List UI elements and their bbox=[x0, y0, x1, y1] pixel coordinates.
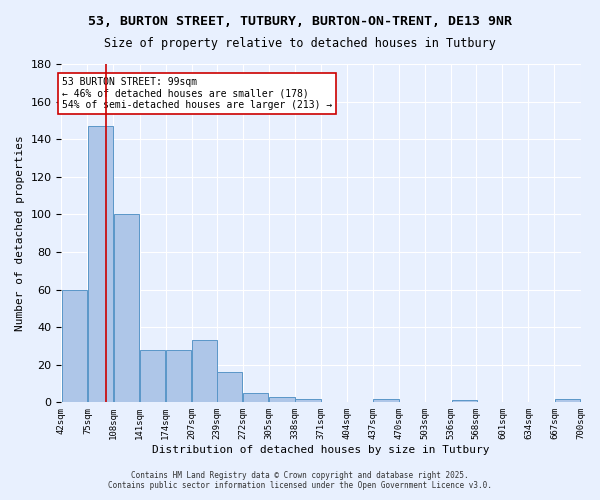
Text: 53, BURTON STREET, TUTBURY, BURTON-ON-TRENT, DE13 9NR: 53, BURTON STREET, TUTBURY, BURTON-ON-TR… bbox=[88, 15, 512, 28]
Bar bbox=[140, 350, 165, 403]
Bar bbox=[269, 396, 295, 402]
Bar bbox=[166, 350, 191, 403]
Bar bbox=[555, 398, 580, 402]
Bar bbox=[373, 398, 398, 402]
Text: 53 BURTON STREET: 99sqm
← 46% of detached houses are smaller (178)
54% of semi-d: 53 BURTON STREET: 99sqm ← 46% of detache… bbox=[62, 77, 332, 110]
Y-axis label: Number of detached properties: Number of detached properties bbox=[15, 136, 25, 331]
Text: Size of property relative to detached houses in Tutbury: Size of property relative to detached ho… bbox=[104, 38, 496, 51]
Bar bbox=[192, 340, 217, 402]
X-axis label: Distribution of detached houses by size in Tutbury: Distribution of detached houses by size … bbox=[152, 445, 490, 455]
Bar bbox=[217, 372, 242, 402]
Bar bbox=[295, 398, 320, 402]
Bar bbox=[243, 393, 268, 402]
Bar bbox=[114, 214, 139, 402]
Bar bbox=[88, 126, 113, 402]
Bar bbox=[62, 290, 87, 403]
Text: Contains HM Land Registry data © Crown copyright and database right 2025.
Contai: Contains HM Land Registry data © Crown c… bbox=[108, 470, 492, 490]
Bar bbox=[452, 400, 477, 402]
